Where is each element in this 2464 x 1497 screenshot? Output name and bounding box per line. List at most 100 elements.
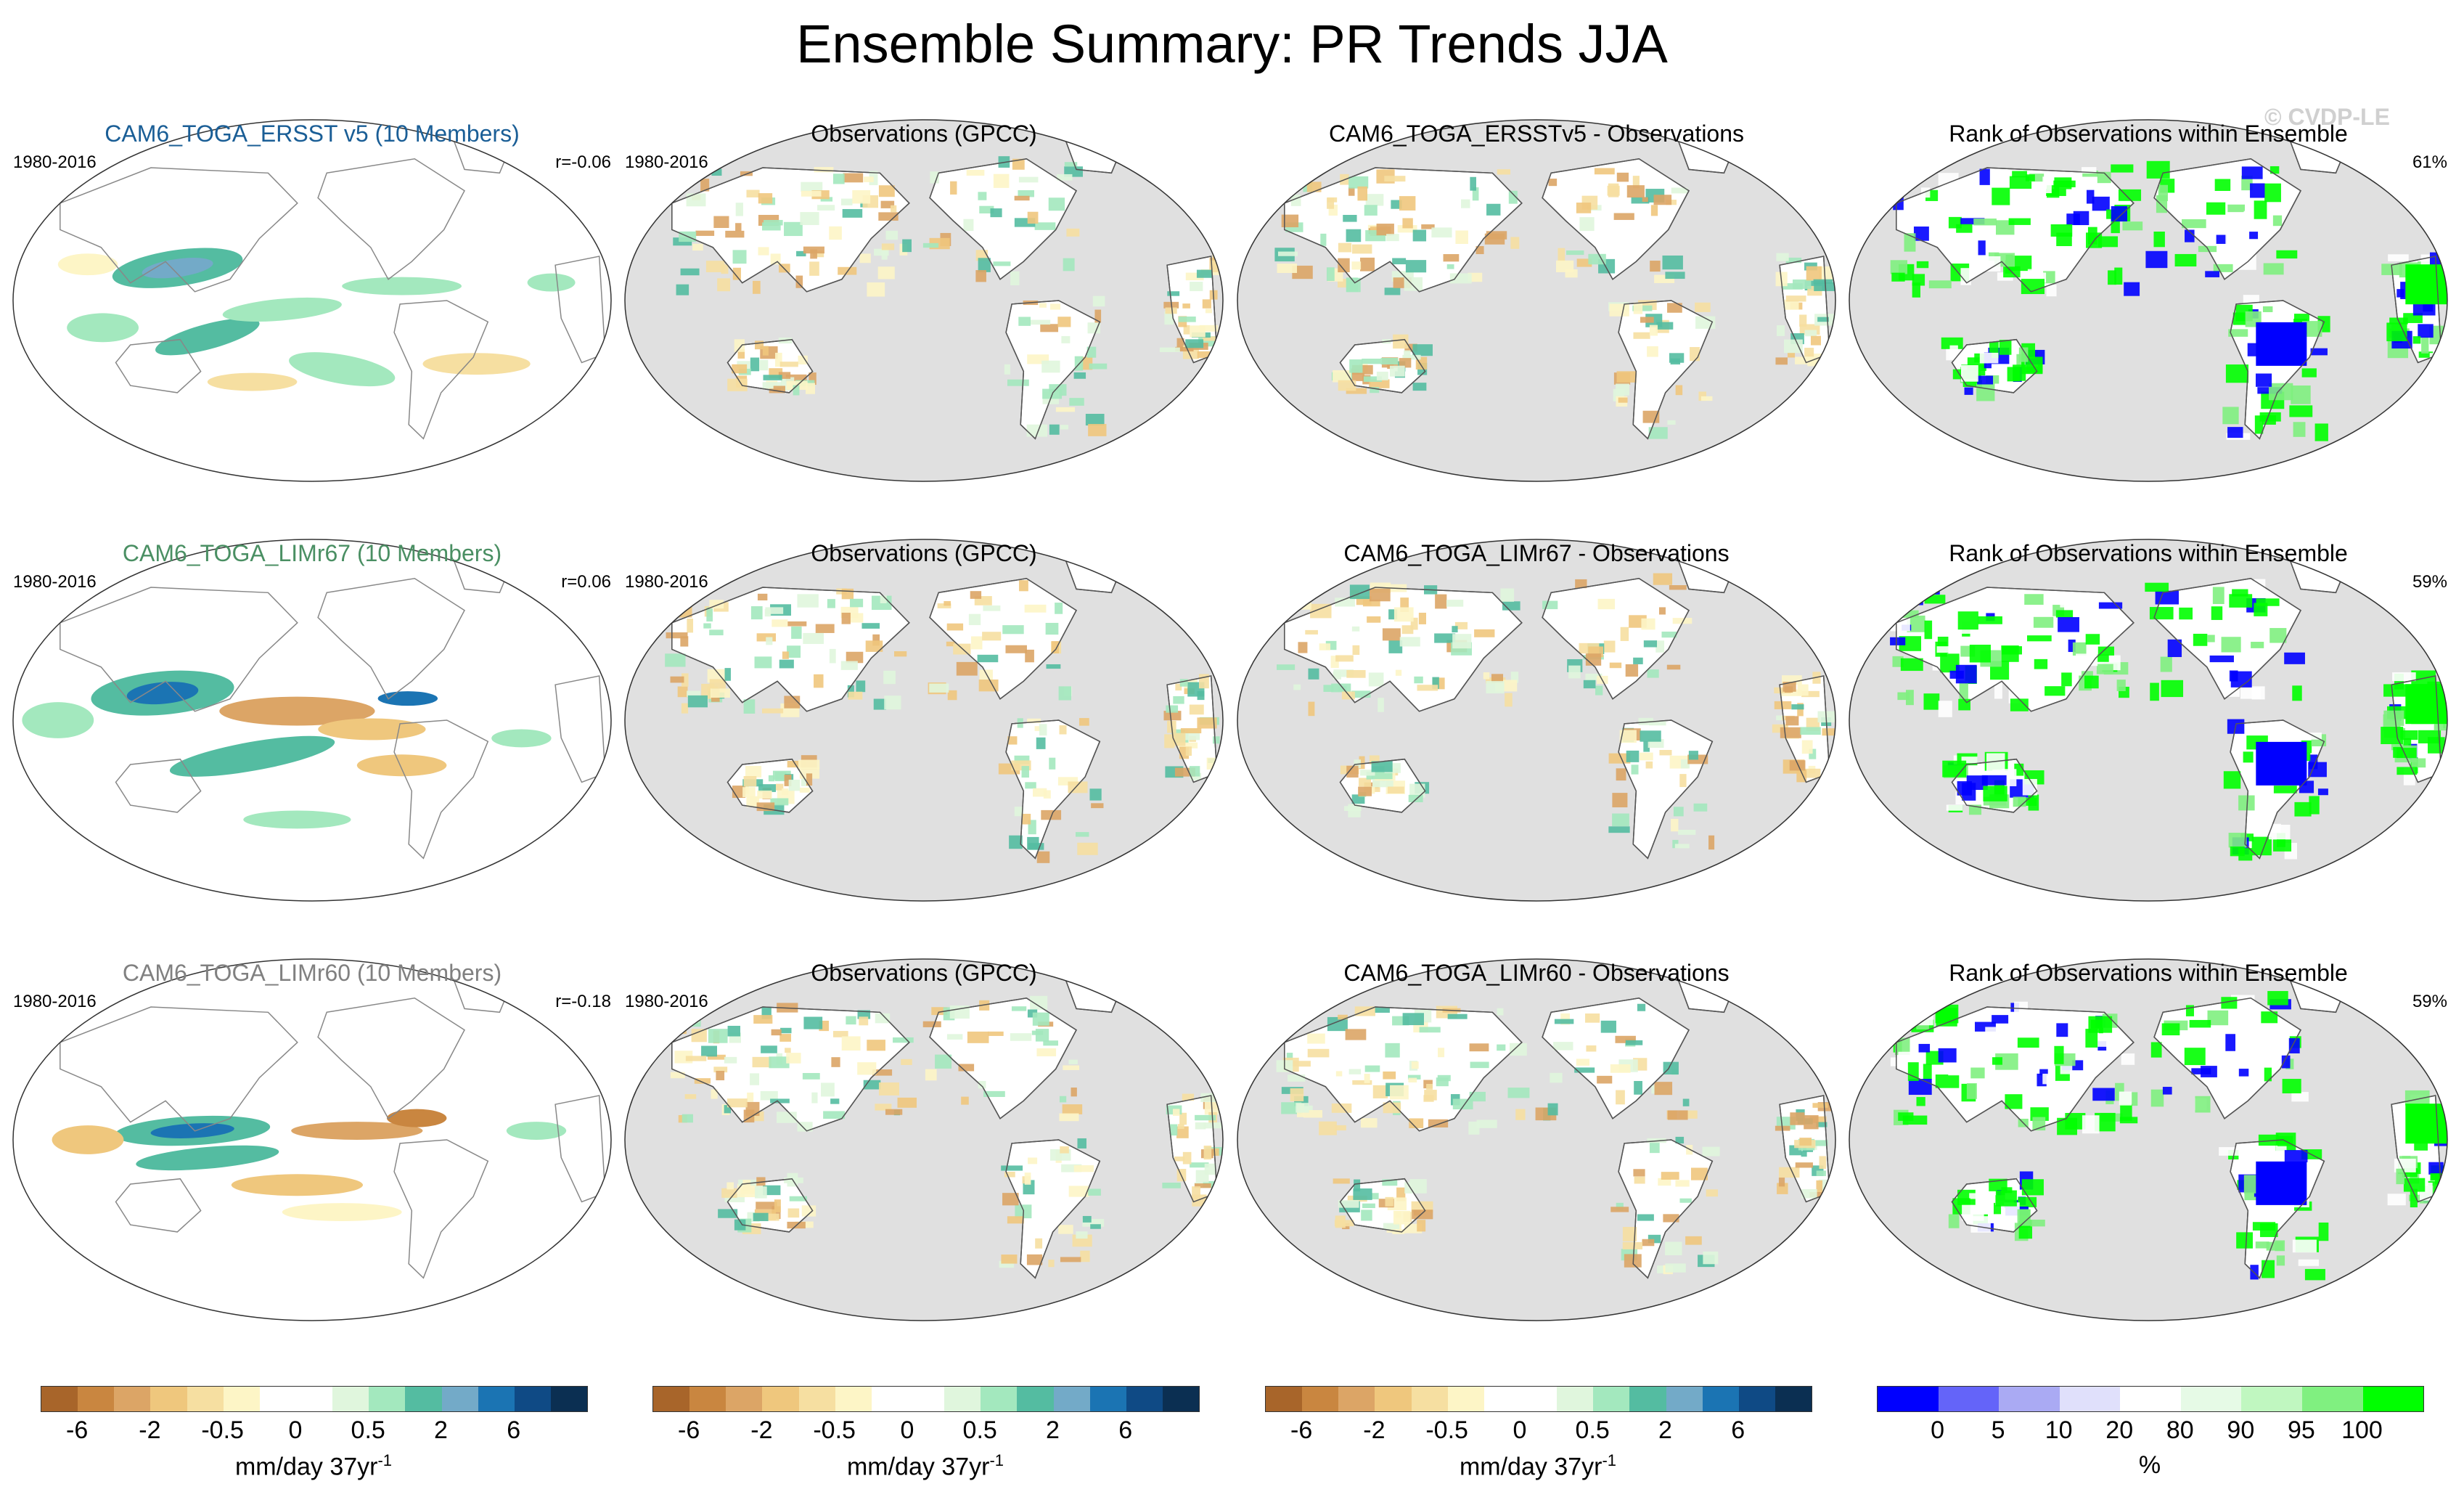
- colorbar-box-7: [907, 1387, 945, 1411]
- grid-cell: [1813, 279, 1833, 284]
- grid-cell: [1791, 704, 1804, 710]
- panel-title-1-3: Rank of Observations within Ensemble: [1949, 540, 2348, 566]
- grid-cell: [1959, 1043, 1974, 1058]
- grid-cell: [1034, 726, 1042, 731]
- grid-cell: [788, 779, 801, 791]
- grid-cell: [1576, 1058, 1590, 1066]
- grid-cell: [2010, 698, 2029, 711]
- grid-cell: [2221, 637, 2241, 653]
- grid-cell: [880, 595, 887, 603]
- grid-cell: [856, 680, 866, 693]
- grid-cell: [1058, 686, 1072, 701]
- grid-cell: [787, 1208, 800, 1218]
- grid-cell: [2167, 639, 2182, 658]
- grid-cell: [1576, 203, 1592, 213]
- grid-cell: [1382, 628, 1401, 641]
- grid-cell: [1666, 664, 1681, 670]
- grid-cell: [1658, 607, 1666, 615]
- coast-namerica: [317, 158, 465, 280]
- grid-cell: [1817, 317, 1829, 322]
- grid-cell: [716, 1071, 725, 1081]
- grid-cell: [1014, 195, 1030, 201]
- grid-cell: [2258, 1134, 2279, 1146]
- grid-cell: [1553, 1042, 1573, 1051]
- grid-cell: [1962, 380, 1982, 387]
- grid-cell: [2082, 171, 2098, 177]
- grid-cell: [1665, 1241, 1682, 1256]
- colorbar-box-13: [1126, 1387, 1163, 1411]
- grid-cell: [1642, 197, 1648, 203]
- grid-cell: [1797, 703, 1804, 717]
- grid-cell: [2027, 635, 2052, 642]
- coast-samerica: [393, 1139, 489, 1279]
- grid-cell: [771, 619, 788, 627]
- grid-cell: [732, 267, 741, 280]
- grid-cell: [1658, 1178, 1671, 1186]
- coast-namerica: [317, 998, 465, 1119]
- grid-cell: [2421, 336, 2429, 354]
- grid-cell: [2230, 671, 2252, 688]
- grid-cell: [1177, 1124, 1184, 1130]
- anomaly-patch-9: [491, 729, 552, 748]
- grid-cell: [1777, 325, 1785, 336]
- grid-cell: [1780, 689, 1803, 696]
- map-panel-2-3: [1849, 958, 2448, 1321]
- grid-cell: [1542, 600, 1558, 610]
- units-exponent: -1: [1602, 1451, 1617, 1469]
- grid-cell: [1320, 233, 1327, 246]
- grid-cell: [1468, 1121, 1480, 1135]
- grid-cell: [665, 653, 686, 667]
- colorbar-box-5: [1447, 1387, 1484, 1411]
- grid-cell: [875, 1104, 892, 1111]
- grid-cell: [1782, 283, 1803, 290]
- grid-cell: [1946, 804, 1963, 811]
- grid-cell: [2082, 1115, 2100, 1134]
- grid-cell: [1409, 1179, 1427, 1194]
- grid-cell: [901, 1058, 912, 1065]
- grid-cell: [2267, 991, 2288, 1006]
- grid-cell: [1695, 302, 1711, 312]
- grid-cell: [1497, 1044, 1506, 1051]
- grid-cell: [2007, 367, 2021, 382]
- grid-cell: [1376, 371, 1388, 380]
- grid-cell: [2185, 1005, 2194, 1016]
- grid-cell: [796, 250, 806, 257]
- grid-cell: [1277, 251, 1298, 256]
- rank-block-samerica: [2256, 741, 2307, 786]
- grid-cell: [2227, 204, 2246, 213]
- grid-cell: [1565, 250, 1584, 256]
- panel-title-1-1: Observations (GPCC): [811, 540, 1037, 566]
- grid-cell: [1663, 1214, 1679, 1223]
- grid-cell: [1907, 615, 1925, 632]
- grid-cell: [1631, 197, 1650, 204]
- colorbar-box-13: [514, 1387, 551, 1411]
- grid-cell: [2084, 675, 2099, 689]
- grid-cell: [1784, 339, 1803, 354]
- coast-namerica-outline: [929, 578, 1077, 700]
- grid-cell: [1002, 625, 1024, 635]
- grid-cell: [935, 1054, 952, 1069]
- grid-cell: [1365, 194, 1384, 206]
- grid-cell: [2284, 652, 2305, 664]
- grid-cell: [1801, 690, 1820, 698]
- grid-cell: [769, 1056, 790, 1069]
- grid-cell: [1470, 1061, 1489, 1069]
- grid-cell: [1069, 398, 1084, 406]
- grid-cell: [990, 208, 1002, 218]
- grid-cell: [1195, 1122, 1206, 1130]
- grid-cell: [752, 1056, 771, 1068]
- anomaly-patch-4: [387, 1109, 447, 1127]
- colorbar-box-4: [187, 1387, 224, 1411]
- grid-cell: [1382, 1179, 1398, 1186]
- grid-cell: [937, 603, 951, 608]
- grid-cell: [875, 1013, 891, 1024]
- grid-cell: [1428, 1119, 1449, 1127]
- grid-cell: [801, 181, 823, 192]
- grid-cell: [2120, 1104, 2132, 1121]
- grid-cell: [727, 1025, 740, 1037]
- grid-cell: [812, 250, 824, 258]
- grid-cell: [1057, 174, 1073, 181]
- grid-cell: [1179, 679, 1188, 687]
- grid-cell: [1891, 272, 1905, 282]
- grid-cell: [1345, 1029, 1367, 1040]
